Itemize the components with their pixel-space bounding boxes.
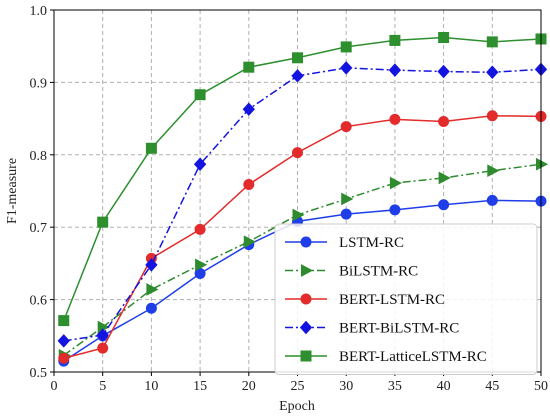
legend-marker [299,320,313,335]
y-tick-label: 1.0 [30,4,48,19]
data-point [195,258,208,272]
legend-label: BERT-BiLSTM-RC [339,321,459,337]
x-tick-label: 20 [242,379,256,394]
x-tick-label: 5 [99,379,106,394]
data-point [193,157,207,171]
data-point [58,315,70,327]
data-point [243,178,255,190]
legend-entry: BiLSTM-RC [285,264,418,280]
data-point [194,223,206,235]
data-point [486,36,498,48]
legend-marker [301,264,314,277]
data-point [146,283,159,296]
y-tick-label: 0.7 [30,221,48,236]
x-tick-label: 15 [193,379,207,394]
data-point [243,235,256,249]
legend-label: LSTM-RC [339,235,404,251]
y-tick-label: 0.8 [30,149,48,164]
data-point [487,164,500,178]
data-point [340,208,352,220]
legend-label: BERT-LatticeLSTM-RC [339,349,487,365]
axis-ticks: 0 5 10 15 20 25 30 35 40 45 50 0.5 0.6 0.7 0.8 0.9 1.0 [30,4,549,394]
data-point [96,328,109,342]
data-point [242,102,255,116]
data-point [536,157,549,171]
data-point [340,61,353,75]
x-tick-label: 25 [291,379,305,394]
data-point [97,342,109,354]
data-point [145,258,158,272]
legend-box [274,223,538,375]
data-point [194,89,206,101]
data-point [292,208,305,222]
data-point [292,52,303,64]
data-point [340,121,352,133]
x-tick-label: 35 [388,379,402,394]
legend-entry: BERT-LSTM-RC [285,292,445,308]
legend-entry: BERT-BiLSTM-RC [285,321,459,337]
x-tick-label: 10 [144,379,158,394]
series-bert-bilstm-rc [57,61,548,348]
series-layer [57,32,549,367]
data-point [145,302,157,314]
data-point [341,192,354,206]
data-point [57,334,70,348]
data-point [389,34,401,46]
y-axis-label: F1-measure [5,158,20,224]
data-point [291,69,304,83]
legend: LSTM-RC BiLSTM-RC BERT-LSTM-RC BERT-BiLSTM-… [274,223,538,375]
data-point [340,41,352,53]
legend-marker [300,236,312,248]
data-point [438,199,450,211]
data-point [438,171,451,185]
data-point [388,63,402,77]
legend-entry: BERT-LatticeLSTM-RC [285,349,487,365]
data-point [486,65,499,80]
data-point [438,32,450,44]
x-tick-label: 50 [534,379,548,394]
data-point [389,204,401,216]
x-axis-label: Epoch [279,399,315,414]
data-point [243,61,255,73]
data-point [486,110,498,122]
data-point [486,194,498,206]
legend-label: BiLSTM-RC [339,264,418,280]
data-point [389,176,402,190]
data-point [292,147,303,159]
y-tick-label: 0.9 [30,76,48,91]
data-point [437,64,450,79]
data-point [145,142,157,154]
legend-label: BERT-LSTM-RC [339,292,445,308]
x-tick-label: 0 [51,379,58,394]
data-point [97,216,109,228]
x-tick-label: 40 [437,379,451,394]
legend-marker [300,350,312,362]
x-tick-label: 45 [485,379,499,394]
data-point [389,113,401,125]
legend-entry: LSTM-RC [285,235,404,251]
data-point [58,352,70,364]
series-bert-latticelstm-rc [58,32,547,327]
y-tick-label: 0.6 [30,294,48,309]
x-tick-label: 30 [339,379,353,394]
y-tick-label: 0.5 [30,366,48,381]
data-point [438,115,450,127]
legend-marker [300,293,312,305]
